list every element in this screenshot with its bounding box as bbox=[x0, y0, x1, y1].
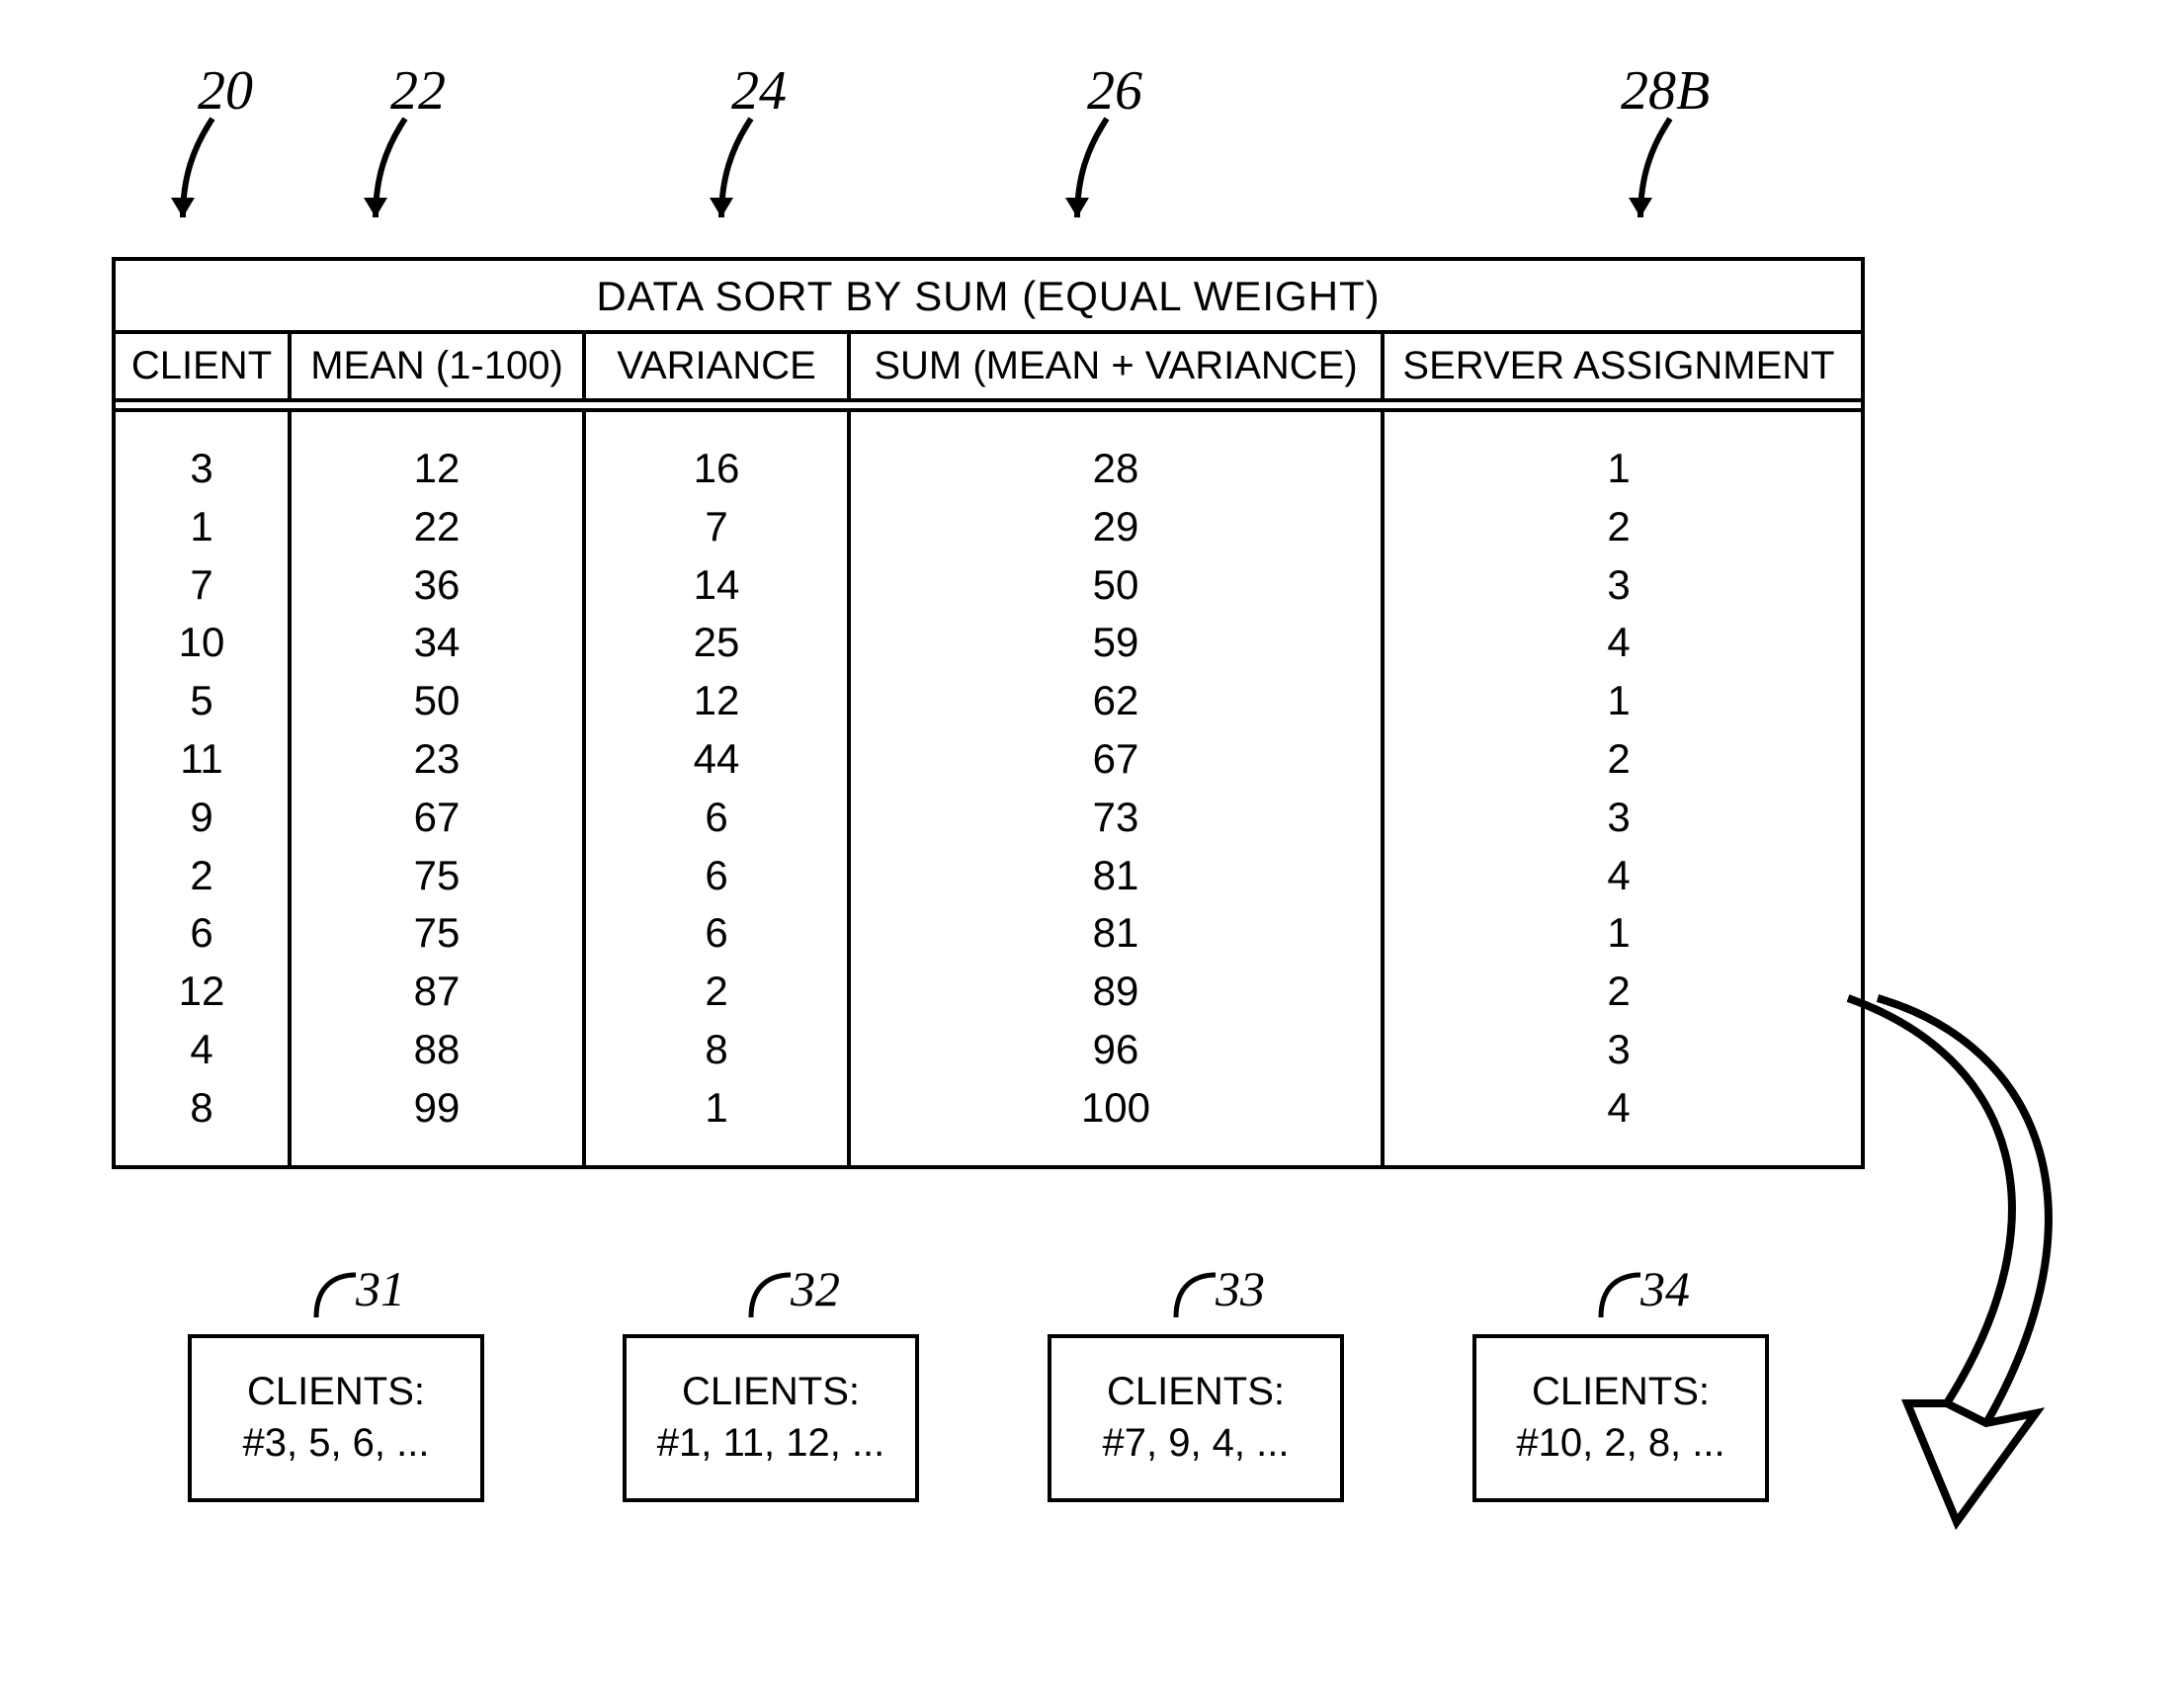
table-cell: 5 bbox=[116, 672, 288, 730]
table-cell: 4 bbox=[1385, 614, 1853, 672]
table-cell: 2 bbox=[1385, 730, 1853, 789]
table-cell: 11 bbox=[116, 730, 288, 789]
table-cell: 1 bbox=[1385, 672, 1853, 730]
col-header-sum: SUM (MEAN + VARIANCE) bbox=[851, 334, 1385, 398]
table-cell: 6 bbox=[586, 904, 847, 963]
box-number-34: 34 bbox=[1640, 1260, 1690, 1317]
pointer-arrow-icon bbox=[1601, 109, 1690, 247]
table-cell: 7 bbox=[116, 556, 288, 615]
table-cell: 1 bbox=[116, 498, 288, 556]
table-cell: 16 bbox=[586, 440, 847, 498]
clients-box-34: CLIENTS: #10, 2, 8, ... bbox=[1472, 1334, 1769, 1502]
table-cell: 1 bbox=[1385, 904, 1853, 963]
table-cell: 29 bbox=[851, 498, 1381, 556]
table-cell: 28 bbox=[851, 440, 1381, 498]
table-cell: 6 bbox=[586, 789, 847, 847]
clients-list: #10, 2, 8, ... bbox=[1476, 1417, 1765, 1469]
table-cell: 89 bbox=[851, 963, 1381, 1021]
table-cell: 8 bbox=[116, 1079, 288, 1138]
clients-label: CLIENTS: bbox=[627, 1366, 915, 1417]
table-cell: 3 bbox=[1385, 1021, 1853, 1079]
table-cell: 2 bbox=[1385, 498, 1853, 556]
clients-label: CLIENTS: bbox=[1051, 1366, 1340, 1417]
table-cell: 81 bbox=[851, 847, 1381, 905]
table-cell: 4 bbox=[1385, 1079, 1853, 1138]
table-cell: 34 bbox=[292, 614, 582, 672]
table-cell: 7 bbox=[586, 498, 847, 556]
clients-label: CLIENTS: bbox=[192, 1366, 480, 1417]
box-number-32: 32 bbox=[791, 1260, 840, 1317]
table-body: 3 1 7 10 5 11 9 2 6 12 4 8 12 22 36 34 5… bbox=[116, 412, 1861, 1165]
table-cell: 75 bbox=[292, 847, 582, 905]
clients-box-33: CLIENTS: #7, 9, 4, ... bbox=[1048, 1334, 1344, 1502]
table-cell: 81 bbox=[851, 904, 1381, 963]
table-cell: 12 bbox=[292, 440, 582, 498]
table-cell: 50 bbox=[851, 556, 1381, 615]
pointer-arrow-icon bbox=[1038, 109, 1127, 247]
table-cell: 73 bbox=[851, 789, 1381, 847]
column-variance: 16 7 14 25 12 44 6 6 6 2 8 1 bbox=[586, 412, 851, 1165]
column-mean: 12 22 36 34 50 23 67 75 75 87 88 99 bbox=[292, 412, 586, 1165]
pointer-arrow-icon bbox=[143, 109, 232, 247]
table-cell: 1 bbox=[1385, 440, 1853, 498]
table-cell: 10 bbox=[116, 614, 288, 672]
table-cell: 6 bbox=[586, 847, 847, 905]
table-cell: 12 bbox=[116, 963, 288, 1021]
table-cell: 3 bbox=[1385, 789, 1853, 847]
table-cell: 14 bbox=[586, 556, 847, 615]
table-cell: 25 bbox=[586, 614, 847, 672]
table-cell: 8 bbox=[586, 1021, 847, 1079]
table-title: DATA SORT BY SUM (EQUAL WEIGHT) bbox=[116, 261, 1861, 334]
col-header-variance: VARIANCE bbox=[586, 334, 851, 398]
table-cell: 99 bbox=[292, 1079, 582, 1138]
col-header-mean: MEAN (1-100) bbox=[292, 334, 586, 398]
table-cell: 6 bbox=[116, 904, 288, 963]
table-header-row: CLIENT MEAN (1-100) VARIANCE SUM (MEAN +… bbox=[116, 334, 1861, 402]
column-server: 1 2 3 4 1 2 3 4 1 2 3 4 bbox=[1385, 412, 1853, 1165]
table-cell: 59 bbox=[851, 614, 1381, 672]
clients-label: CLIENTS: bbox=[1476, 1366, 1765, 1417]
col-header-server: SERVER ASSIGNMENT bbox=[1385, 334, 1853, 398]
box-number-31: 31 bbox=[356, 1260, 405, 1317]
table-cell: 12 bbox=[586, 672, 847, 730]
clients-list: #7, 9, 4, ... bbox=[1051, 1417, 1340, 1469]
table-cell: 75 bbox=[292, 904, 582, 963]
table-cell: 36 bbox=[292, 556, 582, 615]
clients-box-31: CLIENTS: #3, 5, 6, ... bbox=[188, 1334, 484, 1502]
table-cell: 100 bbox=[851, 1079, 1381, 1138]
table-cell: 62 bbox=[851, 672, 1381, 730]
table-cell: 3 bbox=[116, 440, 288, 498]
table-cell: 3 bbox=[1385, 556, 1853, 615]
col-header-client: CLIENT bbox=[116, 334, 292, 398]
table-cell: 44 bbox=[586, 730, 847, 789]
box-number-33: 33 bbox=[1216, 1260, 1265, 1317]
table-cell: 9 bbox=[116, 789, 288, 847]
clients-list: #1, 11, 12, ... bbox=[627, 1417, 915, 1469]
table-cell: 22 bbox=[292, 498, 582, 556]
data-sort-table: DATA SORT BY SUM (EQUAL WEIGHT) CLIENT M… bbox=[112, 257, 1865, 1169]
table-cell: 67 bbox=[292, 789, 582, 847]
table-cell: 88 bbox=[292, 1021, 582, 1079]
column-sum: 28 29 50 59 62 67 73 81 81 89 96 100 bbox=[851, 412, 1385, 1165]
column-client: 3 1 7 10 5 11 9 2 6 12 4 8 bbox=[116, 412, 292, 1165]
table-cell: 96 bbox=[851, 1021, 1381, 1079]
table-cell: 2 bbox=[586, 963, 847, 1021]
table-cell: 4 bbox=[116, 1021, 288, 1079]
clients-list: #3, 5, 6, ... bbox=[192, 1417, 480, 1469]
table-cell: 1 bbox=[586, 1079, 847, 1138]
table-cell: 87 bbox=[292, 963, 582, 1021]
flow-arrow-icon bbox=[1838, 988, 2154, 1586]
table-cell: 67 bbox=[851, 730, 1381, 789]
table-cell: 2 bbox=[116, 847, 288, 905]
pointer-arrow-icon bbox=[336, 109, 425, 247]
table-cell: 2 bbox=[1385, 963, 1853, 1021]
table-cell: 23 bbox=[292, 730, 582, 789]
pointer-arrow-icon bbox=[682, 109, 771, 247]
clients-box-32: CLIENTS: #1, 11, 12, ... bbox=[623, 1334, 919, 1502]
table-cell: 50 bbox=[292, 672, 582, 730]
table-cell: 4 bbox=[1385, 847, 1853, 905]
